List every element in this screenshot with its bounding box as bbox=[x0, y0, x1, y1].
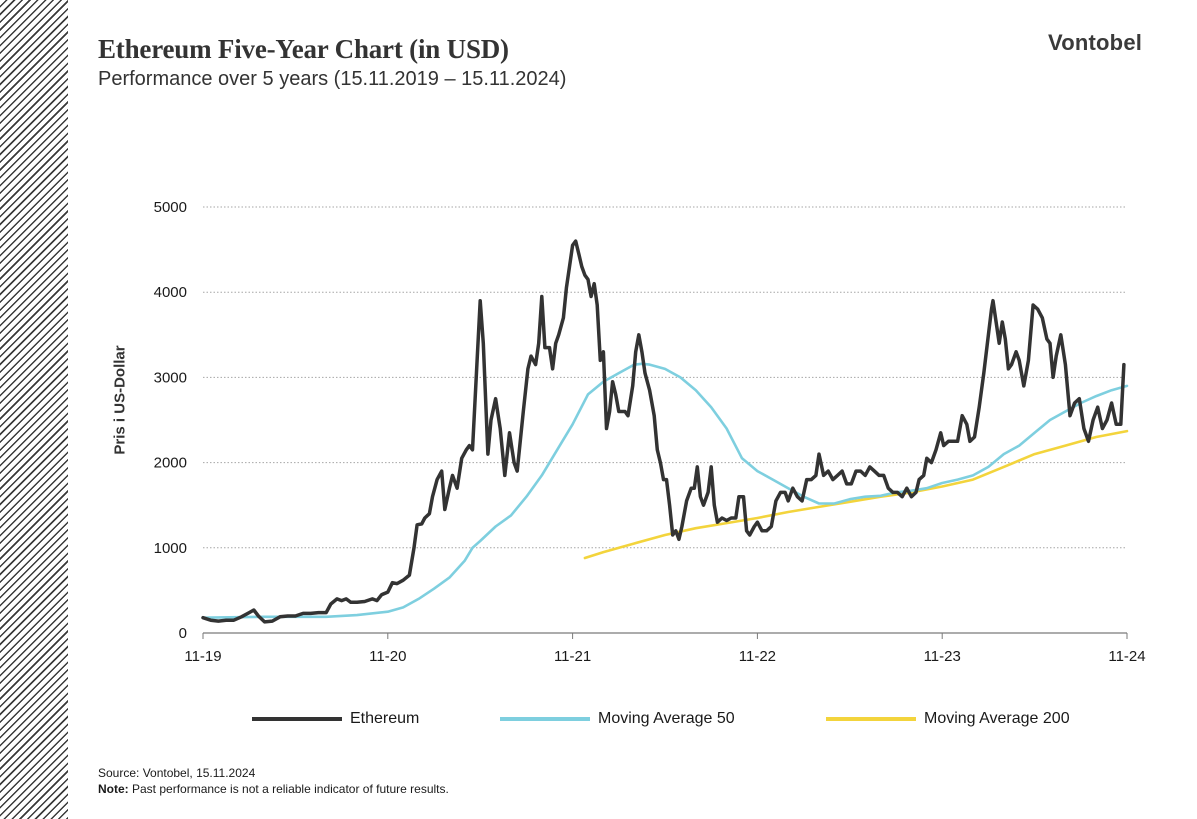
x-tick-label-5: 11-24 bbox=[1108, 648, 1145, 665]
legend-label-ma50: Moving Average 50 bbox=[598, 710, 735, 727]
y-tick-label-2: 2000 bbox=[154, 455, 187, 472]
chart-subtitle: Performance over 5 years (15.11.2019 – 1… bbox=[98, 68, 567, 90]
y-tick-label-1: 1000 bbox=[154, 540, 187, 557]
legend-swatch-ma50 bbox=[500, 717, 590, 721]
x-tick-labels: 11-19 11-20 11-21 11-22 11-23 11-24 bbox=[184, 648, 1145, 665]
x-tick-label-2: 11-21 bbox=[554, 648, 591, 665]
legend-label-ma200: Moving Average 200 bbox=[924, 710, 1070, 727]
y-tick-label-4: 4000 bbox=[154, 284, 187, 301]
legend-label-ethereum: Ethereum bbox=[350, 710, 420, 727]
x-tick-label-3: 11-22 bbox=[739, 648, 776, 665]
source-text: Source: Vontobel, 15.11.2024 bbox=[98, 766, 256, 780]
y-tick-label-5: 5000 bbox=[154, 199, 187, 216]
x-tick-label-1: 11-20 bbox=[369, 648, 406, 665]
y-tick-label-0: 0 bbox=[179, 625, 187, 642]
y-tick-labels: 0 1000 2000 3000 4000 5000 bbox=[154, 199, 187, 642]
legend-item-ma200: Moving Average 200 bbox=[826, 709, 1070, 729]
chart-title: Ethereum Five-Year Chart (in USD) bbox=[98, 34, 509, 64]
legend-swatch-ethereum bbox=[252, 717, 342, 721]
series-line-2 bbox=[583, 429, 1129, 560]
note-text: Past performance is not a reliable indic… bbox=[128, 782, 449, 796]
legend-swatch-ma200 bbox=[826, 717, 916, 721]
legend-item-ethereum: Ethereum bbox=[252, 709, 419, 729]
grid-lines bbox=[202, 206, 1128, 639]
decorative-stripes bbox=[0, 0, 68, 819]
legend-item-ma50: Moving Average 50 bbox=[500, 709, 735, 729]
series-lines bbox=[201, 239, 1129, 624]
note-label: Note: bbox=[98, 782, 129, 796]
series-line-1 bbox=[201, 362, 1129, 619]
y-tick-label-3: 3000 bbox=[154, 369, 187, 386]
disclaimer-note: Note: Past performance is not a reliable… bbox=[98, 782, 449, 796]
brand-logo: Vontobel bbox=[1048, 30, 1143, 55]
series-line-0 bbox=[201, 239, 1126, 624]
x-tick-label-4: 11-23 bbox=[924, 648, 961, 665]
x-tick-label-0: 11-19 bbox=[184, 648, 221, 665]
